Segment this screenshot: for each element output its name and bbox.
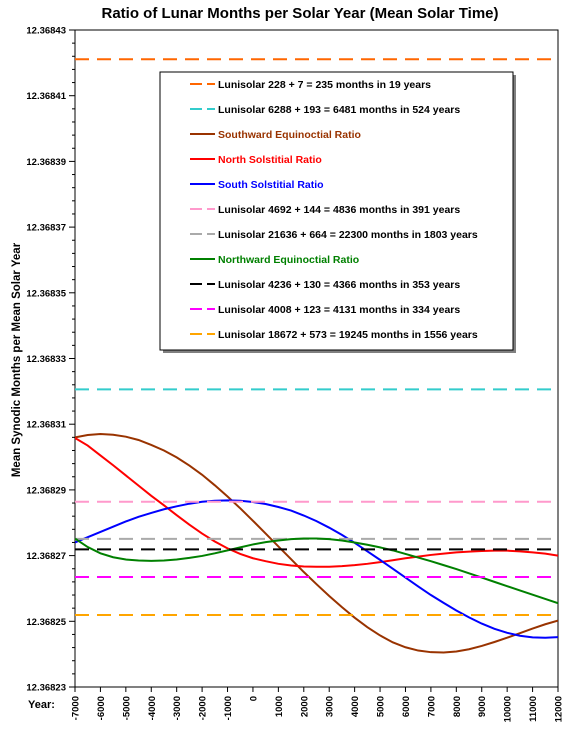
series-north-solstitial-ratio [75,437,558,568]
x-tick-label: 7000 [426,696,437,717]
series-layer [75,58,558,654]
legend-entry: Southward Equinoctial Ratio [190,129,361,141]
legend-entry: Lunisolar 21636 + 664 = 22300 months in … [190,229,478,241]
legend-label: Lunisolar 4236 + 130 = 4366 months in 35… [218,279,460,291]
x-tick-label: -2000 [198,696,209,720]
legend-entry: Northward Equinoctial Ratio [190,254,359,266]
legend-label: Lunisolar 6288 + 193 = 6481 months in 52… [218,104,460,116]
x-tick-label: -1000 [223,696,234,720]
chart-title: Ratio of Lunar Months per Solar Year (Me… [101,5,498,22]
y-tick-label: 12.36825 [26,617,66,628]
legend-entry: Lunisolar 228 + 7 = 235 months in 19 yea… [190,79,431,91]
legend-entry: Lunisolar 4236 + 130 = 4366 months in 35… [190,279,460,291]
legend-box [159,71,514,351]
x-tick-label: -4000 [147,696,158,720]
y-tick-label: 12.36829 [26,485,66,496]
x-tick-label: 8000 [452,696,463,717]
x-tick-label: -5000 [121,696,132,720]
x-tick-label: 3000 [325,696,336,717]
y-tick-label: 12.36827 [26,551,66,562]
legend-label: North Solstitial Ratio [218,154,322,166]
x-axis-prefix: Year: [28,699,55,711]
legend-label: Lunisolar 21636 + 664 = 22300 months in … [218,229,478,241]
x-tick-label: 10000 [503,696,514,722]
y-tick-label: 12.36835 [26,288,66,299]
legend-label: Southward Equinoctial Ratio [218,129,361,141]
y-tick-label: 12.36833 [26,354,66,365]
x-tick-label: 2000 [299,696,310,717]
y-tick-label: 12.36843 [26,26,66,37]
x-tick-label: -7000 [71,696,82,720]
y-tick-labels: 12.36823 12.36825 12.36827 12.36829 12.36831… [26,26,66,694]
legend-entry: North Solstitial Ratio [190,154,322,166]
x-tick-label: 0 [248,696,259,701]
y-tick-label: 12.36837 [26,223,66,234]
x-tick-label: -3000 [172,696,183,720]
legend-label: Northward Equinoctial Ratio [218,254,359,266]
x-tick-label: 1000 [274,696,285,717]
legend-entry: Lunisolar 6288 + 193 = 6481 months in 52… [190,104,460,116]
y-axis-label: Mean Synodic Months per Mean Solar Year [11,242,23,477]
legend-label: Lunisolar 18672 + 573 = 19245 months in … [218,329,478,341]
legend: Lunisolar 228 + 7 = 235 months in 19 yea… [159,71,516,353]
x-tick-label: 4000 [350,696,361,717]
legend-entry: Lunisolar 18672 + 573 = 19245 months in … [190,329,478,341]
x-tick-label: 9000 [477,696,488,717]
x-tick-labels: -7000 -6000 -5000 -4000 -3000 -2000 -1000 0 1000… [71,696,565,722]
legend-entry: Lunisolar 4692 + 144 = 4836 months in 39… [190,204,460,216]
x-tick-label: 5000 [376,696,387,717]
series-south-solstitial-ratio [75,499,558,639]
axis-ticks [69,29,559,692]
legend-label: Lunisolar 4692 + 144 = 4836 months in 39… [218,204,460,216]
legend-label: Lunisolar 228 + 7 = 235 months in 19 yea… [218,79,431,91]
y-tick-label: 12.36839 [26,157,66,168]
legend-entry: South Solstitial Ratio [190,179,324,191]
legend-label: Lunisolar 4008 + 123 = 4131 months in 33… [218,304,460,316]
x-tick-label: 11000 [528,696,539,722]
x-tick-label: 6000 [401,696,412,717]
x-tick-label: -6000 [96,696,107,720]
y-tick-label: 12.36841 [26,91,66,102]
y-tick-label: 12.36823 [26,683,66,694]
legend-label: South Solstitial Ratio [218,179,324,191]
legend-entry: Lunisolar 4008 + 123 = 4131 months in 33… [190,304,460,316]
y-tick-label: 12.36831 [26,420,66,431]
x-tick-label: 12000 [554,696,565,722]
series-southward-equinoctial-ratio [75,433,558,654]
